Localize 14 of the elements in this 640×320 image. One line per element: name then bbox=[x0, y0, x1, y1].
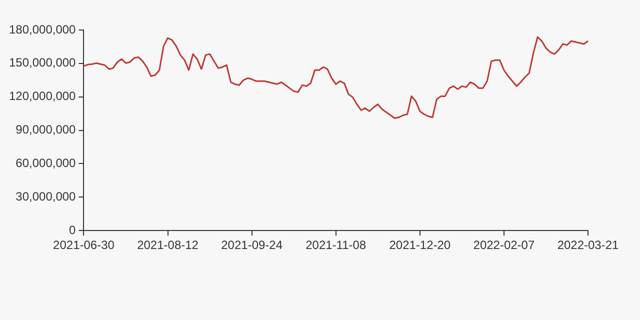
x-tick-label: 2021-12-20 bbox=[389, 238, 451, 252]
x-tick-label: 2022-03-21 bbox=[557, 238, 620, 252]
y-tick-label: 60,000,000 bbox=[16, 156, 76, 170]
y-tick-label: 30,000,000 bbox=[16, 189, 76, 204]
y-tick-label: 90,000,000 bbox=[16, 122, 76, 137]
x-tick-label: 2021-09-24 bbox=[221, 238, 283, 252]
y-tick-label: 180,000,000 bbox=[9, 22, 76, 36]
x-tick-label: 2021-06-30 bbox=[53, 238, 115, 252]
y-tick-label: 0 bbox=[69, 222, 76, 237]
x-tick-label: 2021-08-12 bbox=[137, 238, 199, 252]
x-tick-label: 2022-02-07 bbox=[473, 238, 535, 252]
x-tick-label: 2021-11-08 bbox=[306, 238, 366, 252]
y-tick-label: 150,000,000 bbox=[9, 56, 76, 70]
y-tick-label: 120,000,000 bbox=[9, 89, 76, 104]
